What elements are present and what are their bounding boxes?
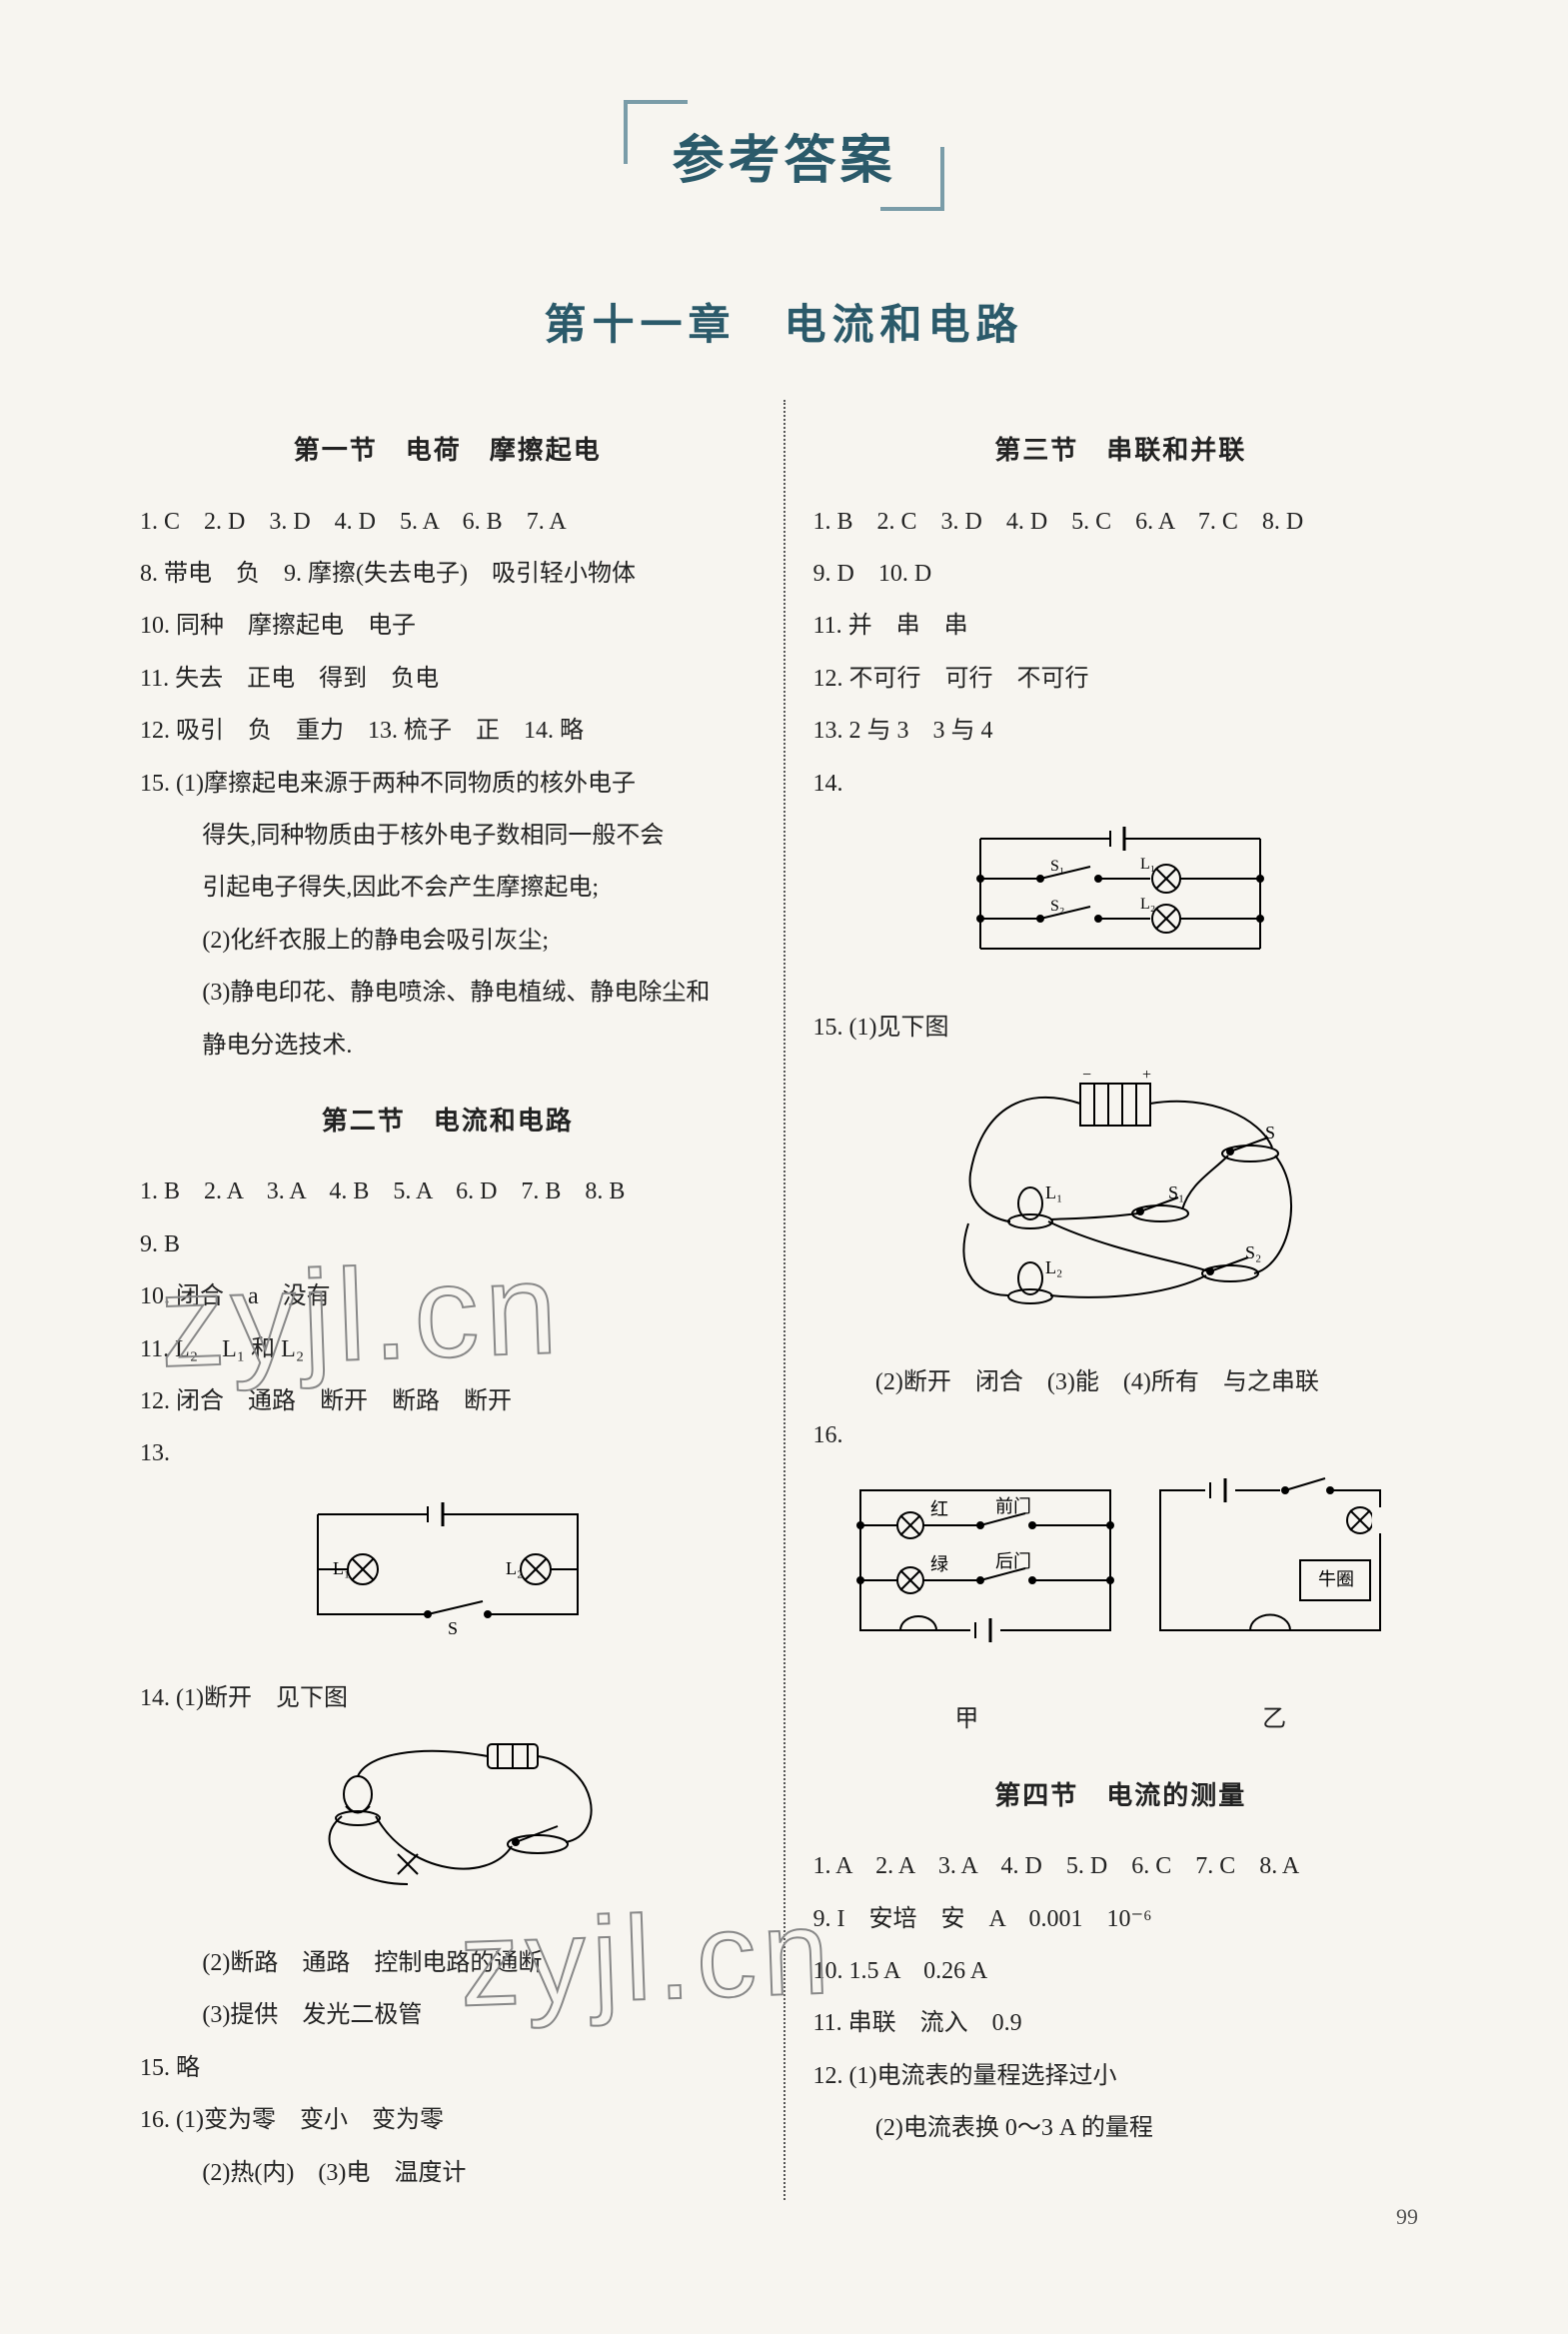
section-3-title: 第三节 串联和并联: [813, 424, 1429, 479]
answer-line: 14.: [813, 759, 1429, 809]
answer-line: 12. 闭合 通路 断开 断路 断开: [140, 1376, 756, 1426]
answer-line: (2)化纤衣服上的静电会吸引灰尘;: [140, 916, 756, 966]
answer-line: 15. (1)摩擦起电来源于两种不同物质的核外电子: [140, 759, 756, 809]
label-L1: L₁: [333, 1558, 350, 1578]
label-back: 后门: [995, 1551, 1031, 1571]
svg-text:+: +: [1142, 1067, 1151, 1084]
figure-left-14: [140, 1734, 756, 1922]
svg-text:L₂: L₂: [1045, 1257, 1062, 1277]
section-2-title: 第二节 电流和电路: [140, 1095, 756, 1150]
answer-line: 9. I 安培 安 A 0.001 10⁻⁶: [813, 1894, 1429, 1944]
answer-line: 1. B 2. A 3. A 4. B 5. A 6. D 7. B 8. B: [140, 1167, 756, 1216]
answer-line: 11. 串联 流入 0.9: [813, 1998, 1429, 2048]
svg-text:L₁: L₁: [1045, 1182, 1062, 1202]
figure-right-16: 红 前门 绿 后门: [813, 1470, 1429, 1745]
answer-line: 9. D 10. D: [813, 549, 1429, 599]
answer-line: 1. A 2. A 3. A 4. D 5. D 6. C 7. C 8. A: [813, 1841, 1429, 1891]
answer-line: 引起电子得失,因此不会产生摩擦起电;: [140, 863, 756, 913]
answer-line: (2)电流表换 0～3 A 的量程: [813, 2103, 1429, 2153]
figure-left-13: L₁ L₂ S: [140, 1489, 756, 1657]
answer-line: 10. 闭合 a 没有: [140, 1271, 756, 1321]
label-S: S: [448, 1618, 458, 1638]
svg-text:S: S: [1265, 1123, 1275, 1143]
answer-line: 15. (1)见下图: [813, 1003, 1429, 1053]
answer-line: 13.: [140, 1428, 756, 1478]
section-4-title: 第四节 电流的测量: [813, 1769, 1429, 1824]
answer-line: 11. 并 串 串: [813, 601, 1429, 651]
answer-line: (3)提供 发光二极管: [140, 1990, 756, 2040]
answer-line: 12. (1)电流表的量程选择过小: [813, 2051, 1429, 2101]
answer-line: 11. L₂ L₁ 和 L₂: [140, 1324, 756, 1374]
page-number: 99: [1396, 2204, 1418, 2230]
answer-line: 11. 失去 正电 得到 负电: [140, 654, 756, 704]
label-L2: L₂: [506, 1558, 523, 1578]
right-column: 第三节 串联和并联 1. B 2. C 3. D 4. D 5. C 6. A …: [784, 400, 1429, 2200]
answer-line: (2)断路 通路 控制电路的通断: [140, 1938, 756, 1988]
answer-line: 1. B 2. C 3. D 4. D 5. C 6. A 7. C 8. D: [813, 497, 1429, 547]
answer-line: 12. 不可行 可行 不可行: [813, 654, 1429, 704]
answer-line: 8. 带电 负 9. 摩擦(失去电子) 吸引轻小物体: [140, 549, 756, 599]
answer-line: 14. (1)断开 见下图: [140, 1673, 756, 1723]
svg-text:S₂: S₂: [1050, 898, 1064, 915]
caption-a: 甲: [954, 1694, 978, 1744]
answer-line: 16.: [813, 1410, 1429, 1460]
answer-line: 9. B: [140, 1219, 756, 1269]
label-front: 前门: [995, 1496, 1031, 1516]
answer-line: 10. 1.5 A 0.26 A: [813, 1946, 1429, 1996]
svg-text:L₁: L₁: [1140, 856, 1155, 873]
answer-line: (3)静电印花、静电喷涂、静电植绒、静电除尘和: [140, 968, 756, 1018]
label-red: 红: [930, 1499, 948, 1519]
caption-b: 乙: [1262, 1694, 1286, 1744]
svg-text:−: −: [1082, 1067, 1091, 1084]
answer-line: 1. C 2. D 3. D 4. D 5. A 6. B 7. A: [140, 497, 756, 547]
answer-line: 得失,同种物质由于核外电子数相同一般不会: [140, 811, 756, 861]
answer-line: 静电分选技术.: [140, 1021, 756, 1071]
left-column: 第一节 电荷 摩擦起电 1. C 2. D 3. D 4. D 5. A 6. …: [140, 400, 784, 2200]
answer-line: 10. 同种 摩擦起电 电子: [140, 601, 756, 651]
answer-line: 13. 2 与 3 3 与 4: [813, 706, 1429, 756]
svg-text:S₁: S₁: [1168, 1182, 1184, 1202]
figure-right-14: S₁ L₁ S₂ L₂: [813, 819, 1429, 987]
answer-line: 16. (1)变为零 变小 变为零: [140, 2095, 756, 2145]
label-pen: 牛圈: [1318, 1569, 1354, 1589]
answer-line: 15. 略: [140, 2043, 756, 2093]
chapter-title: 第十一章 电流和电路: [140, 291, 1428, 352]
svg-text:S₂: S₂: [1245, 1242, 1261, 1262]
page-title: 参考答案: [672, 118, 895, 193]
svg-text:S₁: S₁: [1050, 858, 1064, 875]
answer-line: (2)断开 闭合 (3)能 (4)所有 与之串联: [813, 1357, 1429, 1407]
page-title-frame: 参考答案: [140, 100, 1428, 211]
answer-line: 12. 吸引 负 重力 13. 梳子 正 14. 略: [140, 706, 756, 756]
answer-line: (2)热(内) (3)电 温度计: [140, 2148, 756, 2198]
figure-right-15: − +: [813, 1064, 1429, 1341]
section-1-title: 第一节 电荷 摩擦起电: [140, 424, 756, 479]
columns: 第一节 电荷 摩擦起电 1. C 2. D 3. D 4. D 5. A 6. …: [140, 400, 1428, 2200]
svg-text:L₂: L₂: [1140, 896, 1155, 913]
label-green: 绿: [930, 1554, 948, 1574]
